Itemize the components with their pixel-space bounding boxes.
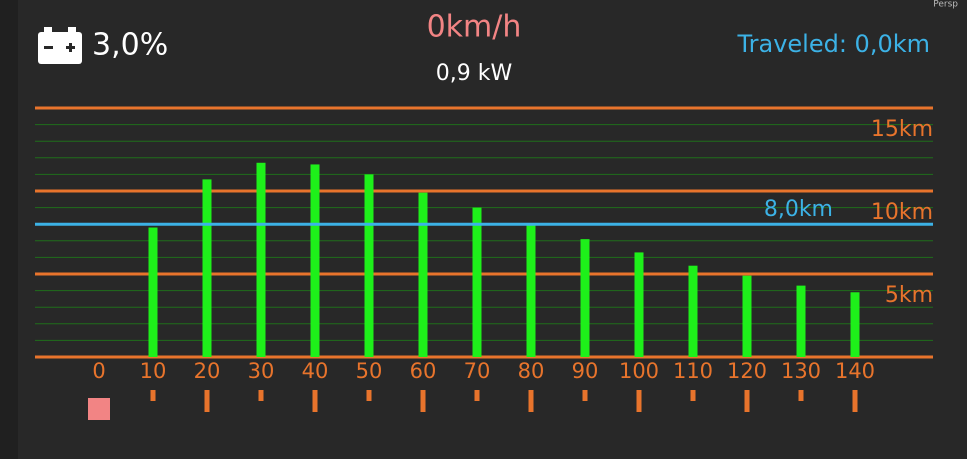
x-tick-label: 0 [92,359,105,383]
speed-tick [528,390,534,412]
bar [148,227,158,357]
battery-icon [38,27,82,64]
bar [364,174,374,357]
speed-tick [150,390,156,401]
x-tick-label: 100 [619,359,659,383]
speed-tick [474,390,480,401]
x-tick-label: 110 [673,359,713,383]
bar [796,285,806,357]
x-tick-label: 10 [140,359,167,383]
speed-marker [88,398,110,420]
x-tick-label: 140 [835,359,875,383]
speed-tick [798,390,804,401]
battery-level: 3,0% [92,28,168,63]
speed-tick [690,390,696,401]
x-tick-label: 70 [464,359,491,383]
speed-tick [582,390,588,401]
plot: 5km 10km 15km 0 10 20 30 40 50 60 70 80 90 100 110 120 1… [35,106,933,420]
left-edge [0,0,18,459]
bar [634,252,644,357]
power: 0,9 kW [436,61,513,86]
y-tick-label: 5km [885,283,933,308]
bar [418,192,428,357]
x-tick-label: 50 [356,359,383,383]
speed-tick [366,390,372,401]
bar [850,292,860,357]
x-tick-label: 90 [572,359,599,383]
x-tick-label: 20 [194,359,221,383]
speed-tick [636,390,642,412]
speed-tick [204,390,210,412]
speed-tick [420,390,426,412]
x-tick-label: 130 [781,359,821,383]
x-tick-label: 120 [727,359,767,383]
y-tick-label: 15km [871,117,933,142]
speed: 0km/h [427,10,522,45]
y-tick-label: 10km [871,200,933,225]
bar [742,275,752,357]
bar [310,164,320,357]
speed-tick [258,390,264,401]
x-tick-label: 80 [518,359,545,383]
x-tick-label: 40 [302,359,329,383]
bar [580,239,590,357]
bar [472,207,482,357]
reference-label: 8,0km [764,197,833,222]
bar [688,265,698,357]
scene-label: Persp [933,0,958,10]
bar [256,162,266,357]
bar [526,224,536,357]
bar [202,179,212,357]
x-tick-label: 60 [410,359,437,383]
speed-tick [312,390,318,412]
traveled: Traveled: 0,0km [736,30,930,58]
speed-tick [744,390,750,412]
x-tick-label: 30 [248,359,275,383]
speed-tick [852,390,858,412]
